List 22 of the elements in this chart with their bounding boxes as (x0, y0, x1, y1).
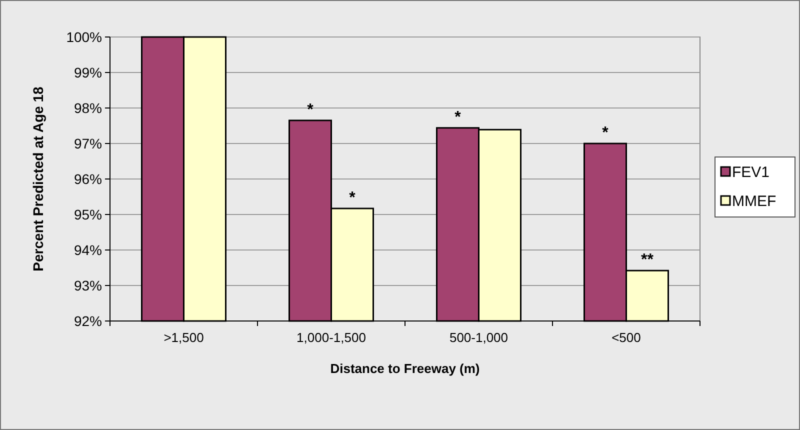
y-tick-label: 94% (74, 242, 102, 258)
y-tick-label: 99% (74, 64, 102, 80)
y-tick-label: 97% (74, 135, 102, 152)
y-axis-title: Percent Predicted at Age 18 (30, 86, 46, 272)
legend-label: MMEF (732, 193, 776, 210)
x-axis-title: Distance to Freeway (m) (330, 361, 480, 376)
y-tick-label: 92% (74, 312, 102, 329)
annotation: ** (641, 252, 654, 269)
y-tick-label: 96% (74, 170, 102, 187)
y-tick-label: 100% (66, 28, 102, 45)
annotation: * (307, 101, 314, 118)
x-tick-label: 500-1,000 (449, 330, 508, 345)
x-tick-label: >1,500 (164, 330, 204, 345)
annotation: * (602, 124, 610, 142)
annotation: * (454, 108, 462, 126)
y-tick-label: 93% (74, 277, 102, 294)
x-tick-label: <500 (612, 330, 641, 345)
legend-label: FEV1 (732, 164, 770, 181)
x-tick-label: 1,000-1,500 (296, 330, 366, 345)
annotation: * (349, 189, 356, 206)
y-tick-label: 95% (74, 206, 102, 222)
y-tick-label: 98% (74, 100, 102, 116)
